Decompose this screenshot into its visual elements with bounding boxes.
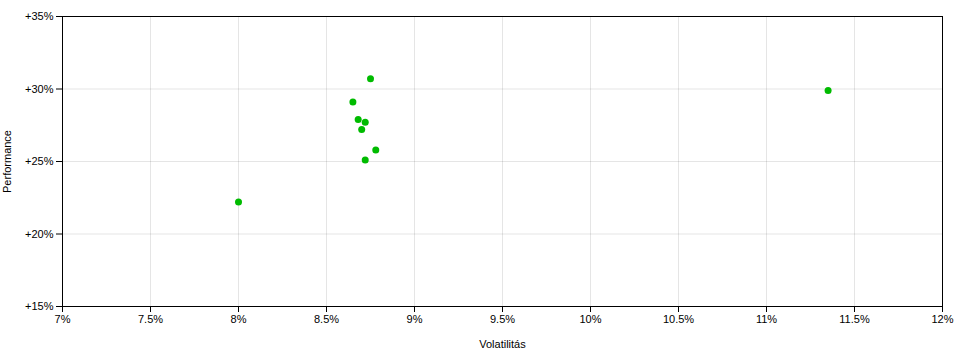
svg-text:+15%: +15% <box>25 300 54 312</box>
svg-text:8.5%: 8.5% <box>314 313 339 325</box>
svg-text:7.5%: 7.5% <box>138 313 163 325</box>
svg-text:12%: 12% <box>931 313 953 325</box>
svg-text:10.5%: 10.5% <box>663 313 694 325</box>
svg-text:10%: 10% <box>579 313 601 325</box>
svg-text:+20%: +20% <box>25 228 54 240</box>
svg-text:11%: 11% <box>756 313 777 325</box>
svg-text:8%: 8% <box>231 313 247 325</box>
svg-text:9.5%: 9.5% <box>490 313 515 325</box>
svg-text:Volatilitás: Volatilitás <box>479 338 526 350</box>
svg-text:+30%: +30% <box>25 83 54 95</box>
svg-text:11.5%: 11.5% <box>839 313 870 325</box>
svg-text:+35%: +35% <box>25 10 54 22</box>
svg-text:Performance: Performance <box>1 130 13 193</box>
svg-text:9%: 9% <box>407 313 423 325</box>
svg-text:7%: 7% <box>55 313 71 325</box>
svg-text:+25%: +25% <box>25 155 54 167</box>
